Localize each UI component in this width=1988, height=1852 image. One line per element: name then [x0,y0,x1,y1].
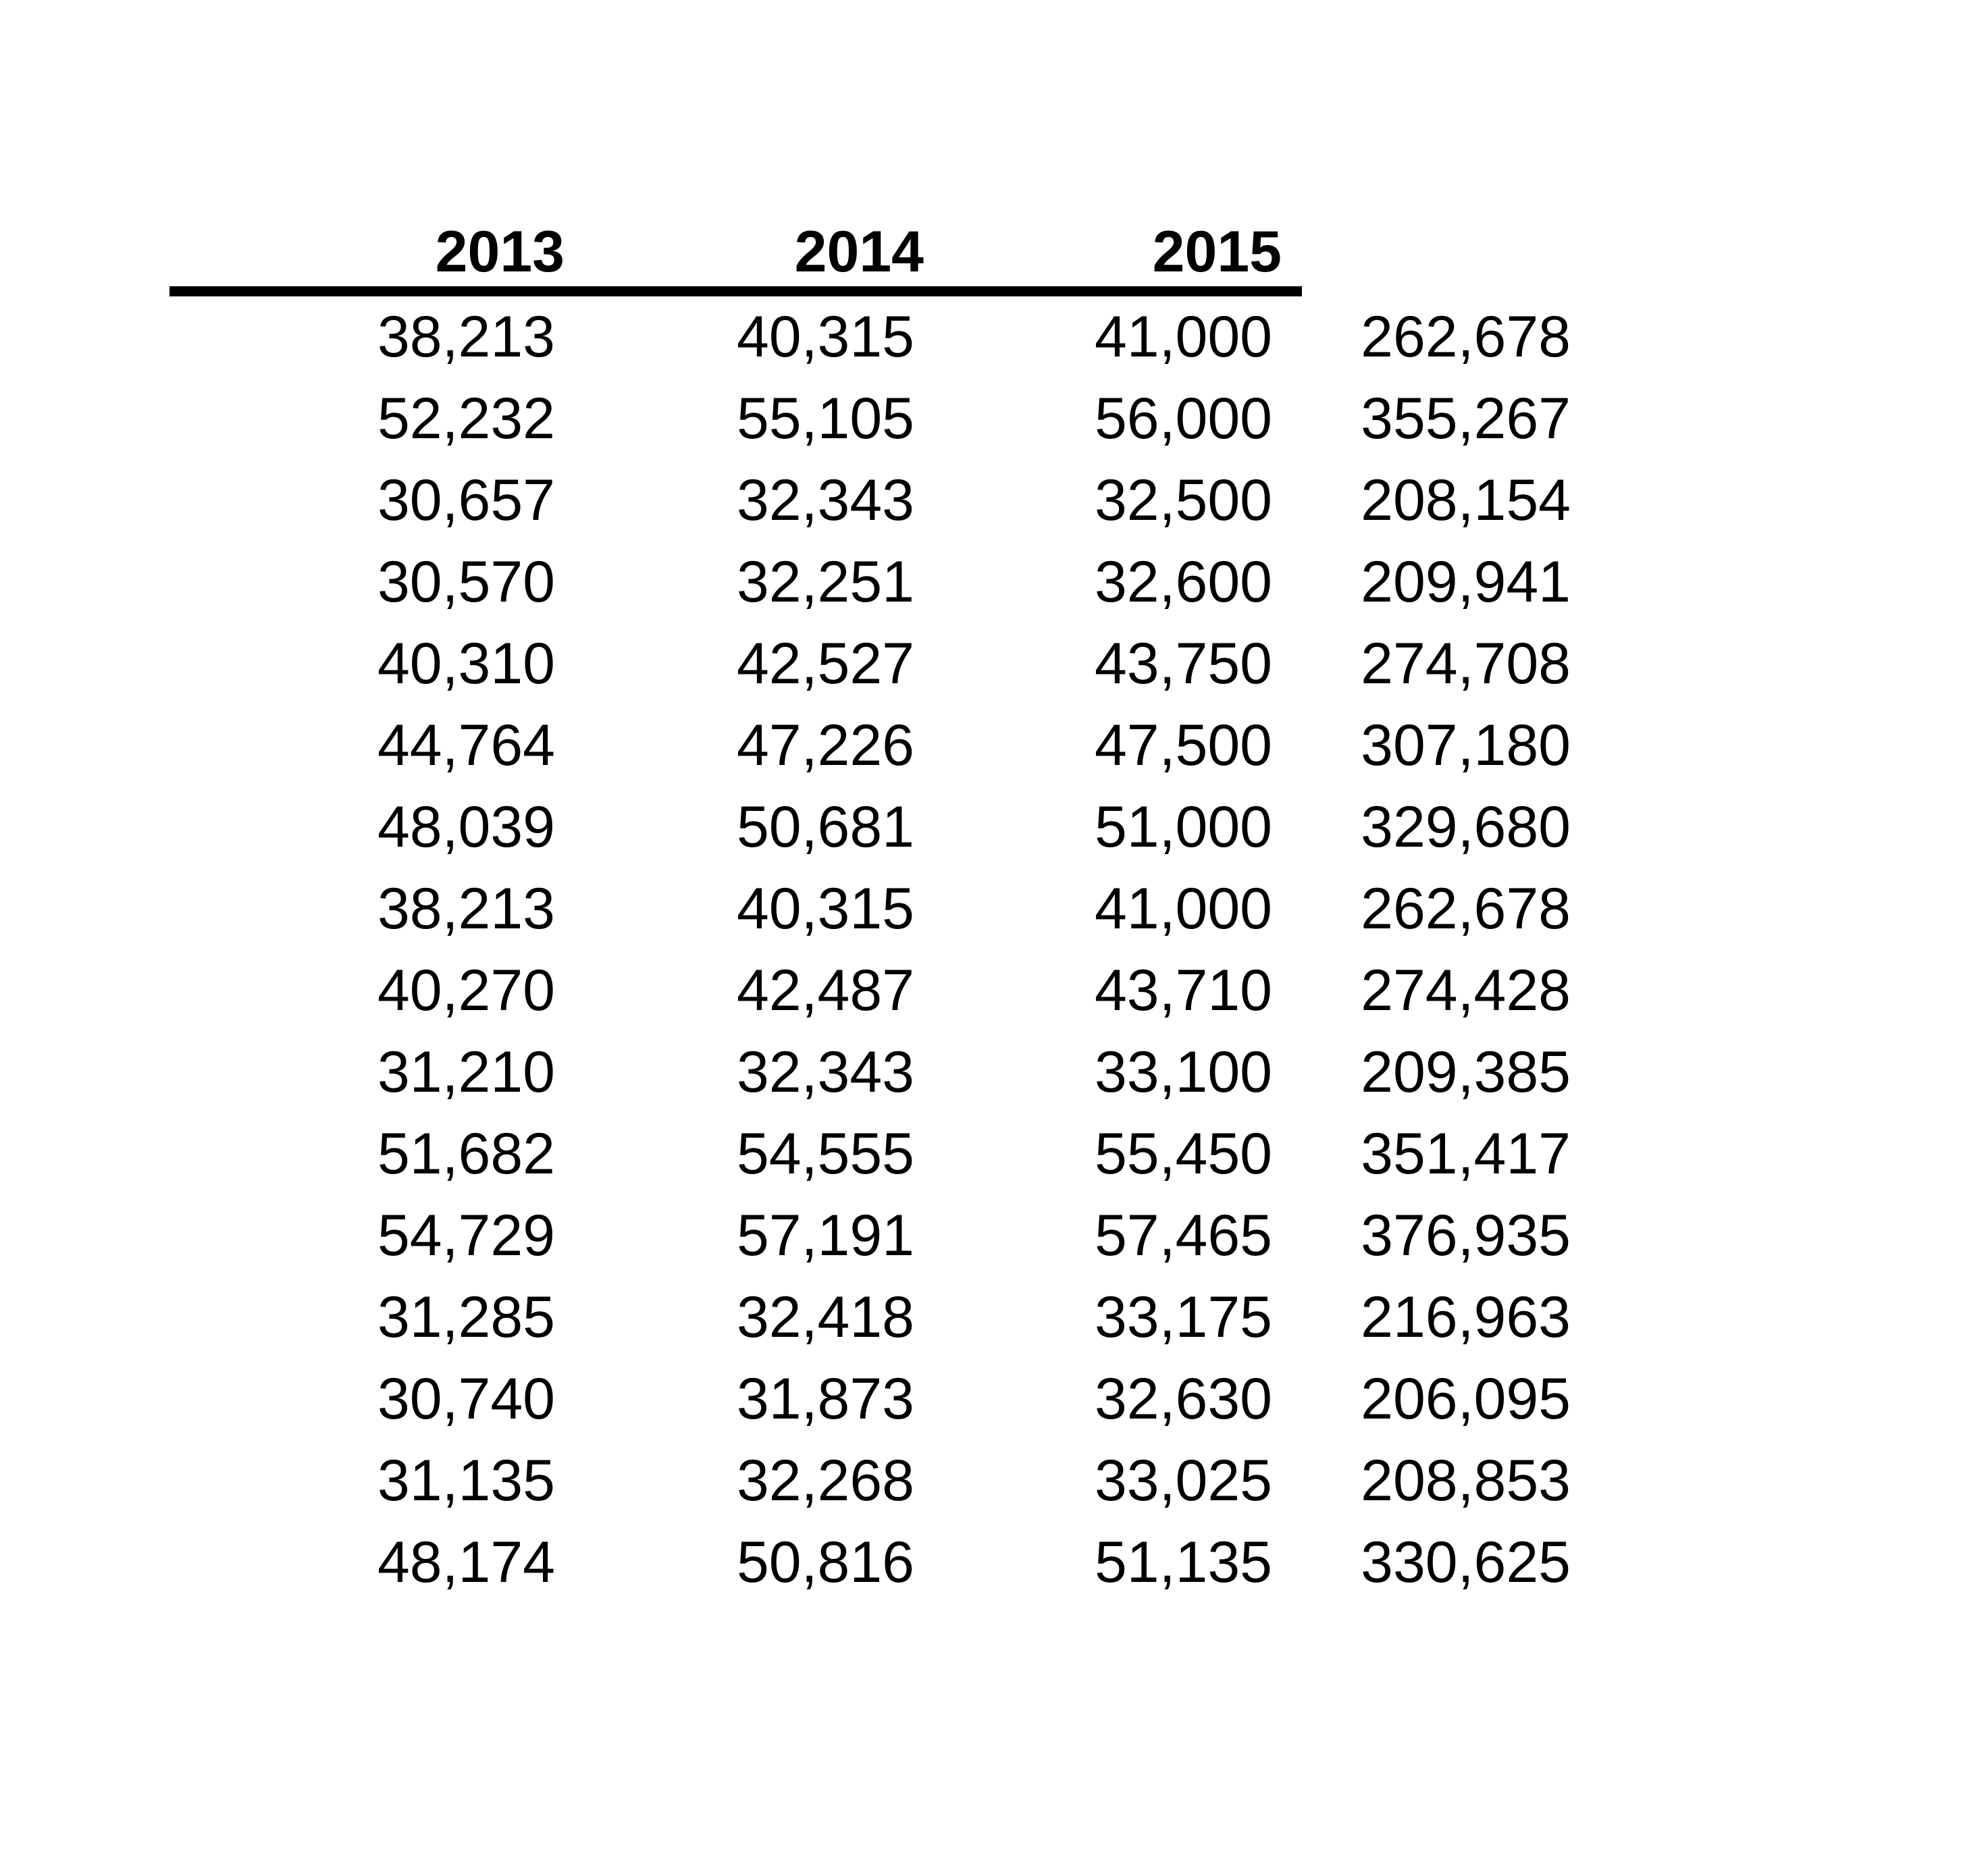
table-cell: 48,039 [377,795,555,859]
table-cell: 42,527 [736,631,914,696]
table-cell: 355,267 [1361,386,1571,451]
column-header-2013: 2013 [435,219,565,284]
table-row: 40,310 42,527 43,750 274,708 [169,623,1580,705]
table-cell: 262,678 [1361,876,1571,941]
table-cell: 47,226 [736,713,914,778]
table-cell: 51,682 [377,1121,555,1186]
table-row: 40,270 42,487 43,710 274,428 [169,950,1580,1032]
data-table: 2013 2014 2015 38,213 40,315 41,000 262,678… [169,209,1580,1604]
table-cell: 32,268 [736,1448,914,1513]
table-cell: 209,385 [1361,1040,1571,1105]
table-row: 44,764 47,226 47,500 307,180 [169,705,1580,787]
table-header-row: 2013 2014 2015 [169,209,1580,286]
table-cell: 262,678 [1361,305,1571,369]
table-cell: 206,095 [1361,1367,1571,1431]
table-cell: 40,315 [736,305,914,369]
table-cell: 209,941 [1361,550,1571,614]
table-cell: 307,180 [1361,713,1571,778]
table-cell: 30,657 [377,468,555,533]
column-header-2014: 2014 [794,219,924,284]
table-cell: 54,729 [377,1203,555,1268]
table-cell: 208,853 [1361,1448,1571,1513]
table-cell: 30,740 [377,1367,555,1431]
table-row: 38,213 40,315 41,000 262,678 [169,868,1580,950]
column-header-empty [1282,209,1580,286]
table-cell: 57,465 [1094,1203,1272,1268]
table-cell: 330,625 [1361,1530,1571,1595]
table-cell: 51,000 [1094,795,1272,859]
table-cell: 32,500 [1094,468,1272,533]
table-cell: 274,708 [1361,631,1571,696]
table-cell: 56,000 [1094,386,1272,451]
table-cell: 40,310 [377,631,555,696]
table-cell: 42,487 [736,958,914,1023]
table-cell: 48,174 [377,1530,555,1595]
table-cell: 38,213 [377,876,555,941]
table-cell: 32,251 [736,550,914,614]
column-header-2015: 2015 [1152,219,1282,284]
table-cell: 32,343 [736,468,914,533]
table-row: 30,740 31,873 32,630 206,095 [169,1358,1580,1440]
table-cell: 55,105 [736,386,914,451]
table-cell: 44,764 [377,713,555,778]
table-cell: 47,500 [1094,713,1272,778]
table-cell: 51,135 [1094,1530,1272,1595]
table-cell: 208,154 [1361,468,1571,533]
table-cell: 32,418 [736,1285,914,1350]
table-cell: 376,935 [1361,1203,1571,1268]
table-row: 38,213 40,315 41,000 262,678 [169,296,1580,378]
table-row: 31,210 32,343 33,100 209,385 [169,1032,1580,1113]
table-cell: 50,816 [736,1530,914,1595]
table-cell: 33,025 [1094,1448,1272,1513]
table-cell: 32,600 [1094,550,1272,614]
table-row: 52,232 55,105 56,000 355,267 [169,378,1580,460]
table-cell: 43,750 [1094,631,1272,696]
table-row: 30,657 32,343 32,500 208,154 [169,460,1580,541]
table-row: 31,135 32,268 33,025 208,853 [169,1440,1580,1522]
table-body: 38,213 40,315 41,000 262,678 52,232 55,105 56,… [169,296,1580,1604]
table-cell: 31,873 [736,1367,914,1431]
table-cell: 40,315 [736,876,914,941]
table-cell: 55,450 [1094,1121,1272,1186]
table-cell: 31,285 [377,1285,555,1350]
table-cell: 43,710 [1094,958,1272,1023]
table-cell: 54,555 [736,1121,914,1186]
table-cell: 31,135 [377,1448,555,1513]
table-cell: 52,232 [377,386,555,451]
table-cell: 40,270 [377,958,555,1023]
table-cell: 32,343 [736,1040,914,1105]
table-row: 30,570 32,251 32,600 209,941 [169,541,1580,623]
table-cell: 31,210 [377,1040,555,1105]
header-underline-rule [169,286,1302,296]
table-cell: 33,175 [1094,1285,1272,1350]
table-row: 48,039 50,681 51,000 329,680 [169,787,1580,868]
table-row: 48,174 50,816 51,135 330,625 [169,1522,1580,1604]
table-row: 51,682 54,555 55,450 351,417 [169,1113,1580,1195]
table-row: 54,729 57,191 57,465 376,935 [169,1195,1580,1277]
table-cell: 351,417 [1361,1121,1571,1186]
table-cell: 38,213 [377,305,555,369]
table-cell: 57,191 [736,1203,914,1268]
table-cell: 41,000 [1094,305,1272,369]
table-cell: 329,680 [1361,795,1571,859]
table-cell: 32,630 [1094,1367,1272,1431]
table-cell: 216,963 [1361,1285,1571,1350]
table-cell: 30,570 [377,550,555,614]
table-row: 31,285 32,418 33,175 216,963 [169,1277,1580,1358]
table-cell: 41,000 [1094,876,1272,941]
table-cell: 50,681 [736,795,914,859]
table-cell: 33,100 [1094,1040,1272,1105]
table-cell: 274,428 [1361,958,1571,1023]
